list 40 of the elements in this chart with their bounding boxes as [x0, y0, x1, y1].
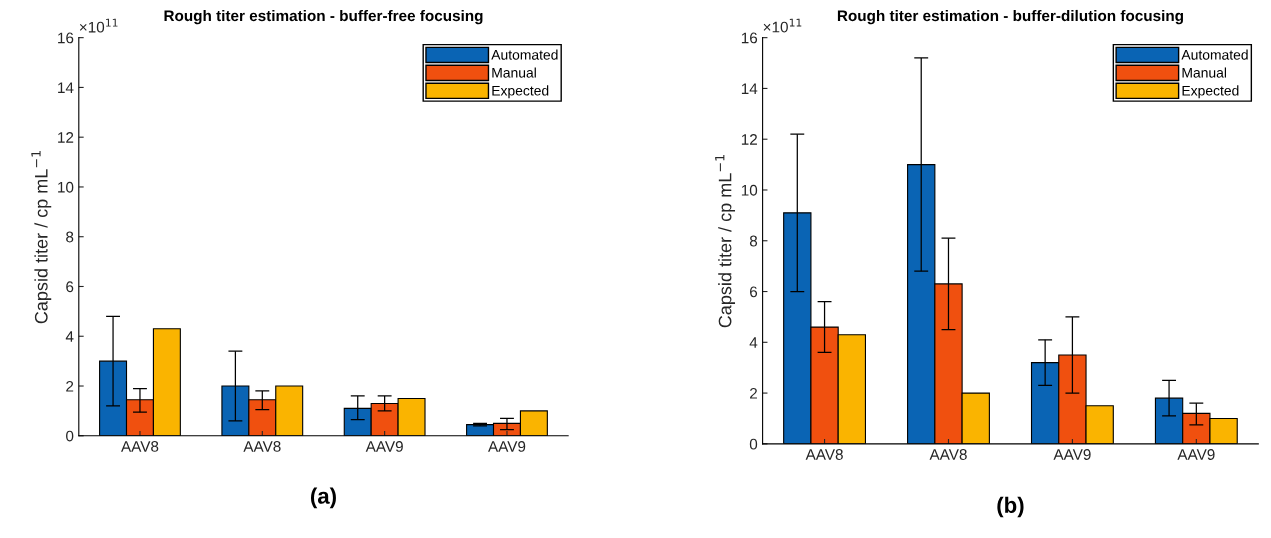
- y-tick-label: 12: [741, 134, 757, 145]
- x-tick-label: AAV9: [488, 441, 526, 452]
- x-tick-label: AAV9: [365, 441, 403, 452]
- legend-label: Manual: [492, 67, 536, 78]
- y-axis-title: Capsid titer / cp mL$^{−1}$: [31, 151, 52, 324]
- y-tick-label: 8: [749, 235, 758, 247]
- y-tick-label: 16: [741, 32, 758, 44]
- text: (b): [997, 496, 1024, 518]
- y-tick-label: 4: [749, 337, 758, 348]
- legend-label: Expected: [1182, 85, 1239, 99]
- x-tick-label: AAV8: [929, 449, 967, 460]
- y-tick-label: 2: [750, 387, 757, 399]
- chart-title: Rough titer estimation - buffer-dilution focusing: [837, 9, 1183, 25]
- legend-label: Expected: [492, 85, 549, 99]
- x-tick-label: AAV8: [805, 449, 843, 460]
- y-tick-label: 14: [58, 82, 74, 93]
- y-tick-label: 0: [749, 438, 758, 450]
- y-tick-label: 10: [58, 181, 74, 193]
- text: ×10$^{11}$: [763, 18, 802, 33]
- chart-title: Rough titer estimation - buffer-free focusing: [164, 9, 483, 25]
- y-tick-label: 10: [741, 184, 758, 196]
- x-tick-label: AAV8: [121, 441, 159, 452]
- x-tick-label: AAV9: [1053, 449, 1091, 460]
- text: ×10$^{11}$: [79, 18, 118, 33]
- y-tick-label: 12: [58, 132, 74, 143]
- y-axis-title: Capsid titer / cp mL$^{−1}$: [715, 155, 736, 328]
- legend-label: Manual: [1182, 67, 1227, 78]
- legend-label: Automated: [491, 49, 558, 60]
- y-tick-label: 6: [66, 281, 74, 293]
- y-tick-label: 2: [66, 380, 74, 392]
- x-tick-label: AAV9: [1177, 449, 1215, 460]
- y-tick-label: 0: [66, 430, 74, 442]
- x-tick-label: AAV8: [243, 441, 281, 452]
- legend-label: Automated: [1181, 49, 1248, 60]
- y-tick-label: 6: [750, 286, 758, 298]
- text: (a): [311, 487, 336, 509]
- y-tick-label: 14: [741, 83, 758, 94]
- y-tick-label: 4: [65, 331, 74, 342]
- y-tick-label: 16: [58, 32, 74, 44]
- y-tick-label: 8: [66, 231, 74, 243]
